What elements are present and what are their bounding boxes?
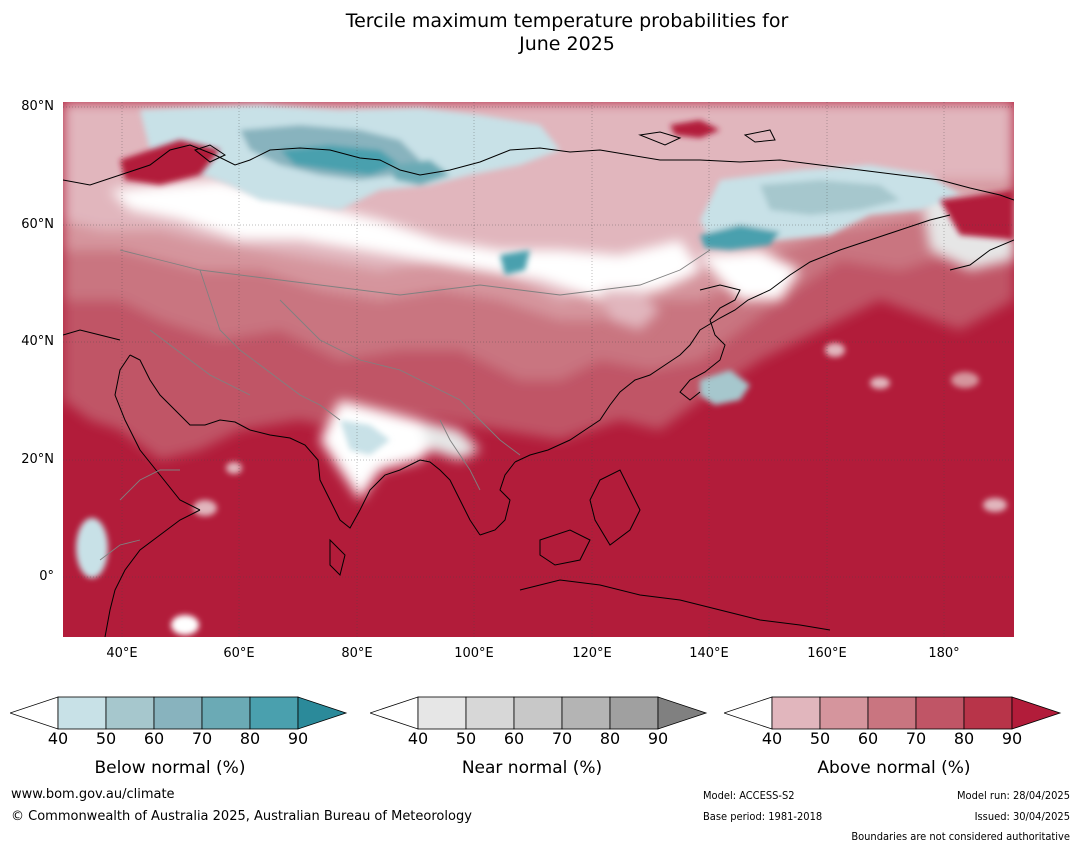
colorbar-label: Above normal (%) (817, 758, 971, 778)
country-borders (99, 249, 711, 561)
colorbar-above-normal: 40 50 60 70 80 90 Above normal (%) (724, 695, 1064, 795)
colorbar-near-normal-swatches (370, 696, 708, 730)
colorbar-tick: 40 (407, 729, 429, 748)
disclaimer-text: Boundaries are not considered authoritat… (851, 830, 1070, 843)
colorbar-tick: 80 (599, 729, 621, 748)
colorbar-label: Below normal (%) (94, 758, 246, 778)
colorbar-tick: 70 (905, 729, 927, 748)
colorbar-near-normal: 40 50 60 70 80 90 Near normal (%) (370, 695, 710, 795)
colorbar-extend-low (724, 696, 773, 730)
lat-label-40n: 40°N (21, 334, 54, 349)
colorbar-tick: 80 (953, 729, 975, 748)
lat-label-80n: 80°N (21, 99, 54, 114)
probability-map (63, 102, 1014, 637)
colorbar-tick: 40 (761, 729, 783, 748)
colorbar-swatch (867, 696, 917, 730)
colorbar-tick: 40 (47, 729, 69, 748)
lat-label-20n: 20°N (21, 452, 54, 467)
colorbar-tick: 70 (551, 729, 573, 748)
colorbar-below-normal-swatches (10, 696, 348, 730)
colorbar-tick: 90 (287, 729, 309, 748)
colorbar-swatch (609, 696, 659, 730)
model-run-text: Model run: 28/04/2025 (957, 789, 1070, 802)
colorbar-below-normal: 40 50 60 70 80 90 Below normal (%) (10, 695, 350, 795)
colorbar-extend-low (10, 696, 59, 730)
colorbar-tick: 90 (1001, 729, 1023, 748)
colorbar-tick: 50 (95, 729, 117, 748)
colorbar-tick: 60 (857, 729, 879, 748)
lon-label-40e: 40°E (106, 646, 138, 661)
colorbar-swatch (153, 696, 203, 730)
colorbar-swatch (819, 696, 869, 730)
colorbar-label: Near normal (%) (461, 758, 603, 778)
colorbar-swatch (249, 696, 299, 730)
colorbar-swatch (417, 696, 467, 730)
colorbar-tick: 50 (809, 729, 831, 748)
lon-label-140e: 140°E (689, 646, 729, 661)
colorbar-extend-low (370, 696, 419, 730)
lat-label-60n: 60°N (21, 217, 54, 232)
colorbar-tick: 70 (191, 729, 213, 748)
colorbar-swatch (201, 696, 251, 730)
colorbar-swatch (465, 696, 515, 730)
issued-text: Issued: 30/04/2025 (974, 810, 1070, 823)
colorbar-tick: 90 (647, 729, 669, 748)
lon-label-120e: 120°E (572, 646, 612, 661)
colorbar-above-normal-swatches (724, 696, 1062, 730)
website-link[interactable]: www.bom.gov.au/climate (11, 787, 175, 802)
title-line-1: Tercile maximum temperature probabilitie… (345, 10, 789, 32)
colorbar-extend-high (657, 696, 708, 730)
map-gridlines (63, 102, 1014, 637)
colorbar-swatch (105, 696, 155, 730)
lon-label-180: 180° (928, 646, 960, 661)
colorbar-swatch (57, 696, 107, 730)
colorbar-swatch (513, 696, 563, 730)
title-line-2: June 2025 (519, 33, 615, 55)
lon-label-160e: 160°E (807, 646, 847, 661)
lon-label-100e: 100°E (454, 646, 494, 661)
colorbar-tick: 60 (143, 729, 165, 748)
copyright-text: © Commonwealth of Australia 2025, Austra… (11, 809, 472, 824)
model-text: Model: ACCESS-S2 (703, 789, 795, 802)
lon-label-80e: 80°E (341, 646, 373, 661)
lon-label-60e: 60°E (223, 646, 255, 661)
colorbar-swatch (963, 696, 1013, 730)
map-field (63, 102, 1014, 637)
colorbar-extend-high (1011, 696, 1062, 730)
colorbar-tick: 60 (503, 729, 525, 748)
base-period-text: Base period: 1981-2018 (703, 810, 823, 823)
colorbar-swatch (915, 696, 965, 730)
coastlines (63, 129, 1014, 637)
map-title: Tercile maximum temperature probabilitie… (0, 10, 1081, 56)
colorbar-tick: 50 (455, 729, 477, 748)
colorbar-swatch (771, 696, 821, 730)
colorbar-extend-high (297, 696, 348, 730)
lat-label-0: 0° (39, 569, 54, 584)
colorbar-swatch (561, 696, 611, 730)
colorbar-tick: 80 (239, 729, 261, 748)
